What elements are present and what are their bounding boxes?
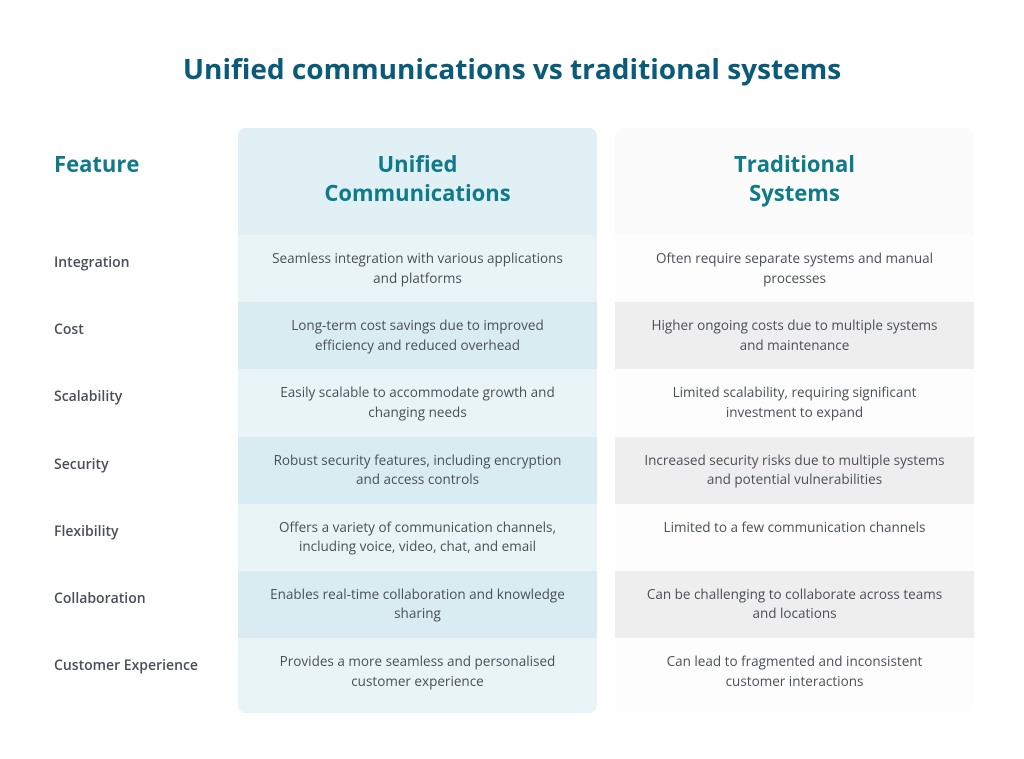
column-header-traditional: Traditional Systems xyxy=(615,128,974,235)
traditional-cell: Increased security risks due to multiple… xyxy=(615,437,974,504)
feature-label: Flexibility xyxy=(50,504,220,571)
traditional-cell: Often require separate systems and manua… xyxy=(615,235,974,302)
traditional-cell: Limited scalability, requiring significa… xyxy=(615,369,974,436)
feature-label: Customer Experience xyxy=(50,638,220,713)
feature-label: Collaboration xyxy=(50,571,220,638)
unified-cell: Easily scalable to accommodate growth an… xyxy=(238,369,597,436)
unified-cell: Enables real-time collaboration and know… xyxy=(238,571,597,638)
unified-cell: Seamless integration with various applic… xyxy=(238,235,597,302)
column-header-unified: Unified Communications xyxy=(238,128,597,235)
comparison-table: Feature Unified Communications Tradition… xyxy=(50,128,974,713)
unified-cell: Long-term cost savings due to improved e… xyxy=(238,302,597,369)
traditional-cell: Can be challenging to collaborate across… xyxy=(615,571,974,638)
unified-cell: Provides a more seamless and personalise… xyxy=(238,638,597,713)
unified-cell: Offers a variety of communication channe… xyxy=(238,504,597,571)
traditional-cell: Limited to a few communication channels xyxy=(615,504,974,571)
column-header-unified-line2: Communications xyxy=(246,179,589,208)
column-header-traditional-line1: Traditional xyxy=(623,150,966,179)
traditional-cell: Can lead to fragmented and inconsistent … xyxy=(615,638,974,713)
column-header-feature: Feature xyxy=(50,128,220,235)
column-header-traditional-line2: Systems xyxy=(623,179,966,208)
unified-cell: Robust security features, including encr… xyxy=(238,437,597,504)
column-header-unified-line1: Unified xyxy=(246,150,589,179)
feature-label: Security xyxy=(50,437,220,504)
feature-label: Cost xyxy=(50,302,220,369)
traditional-cell: Higher ongoing costs due to multiple sys… xyxy=(615,302,974,369)
feature-label: Integration xyxy=(50,235,220,302)
page-title: Unified communications vs traditional sy… xyxy=(50,50,974,88)
feature-label: Scalability xyxy=(50,369,220,436)
